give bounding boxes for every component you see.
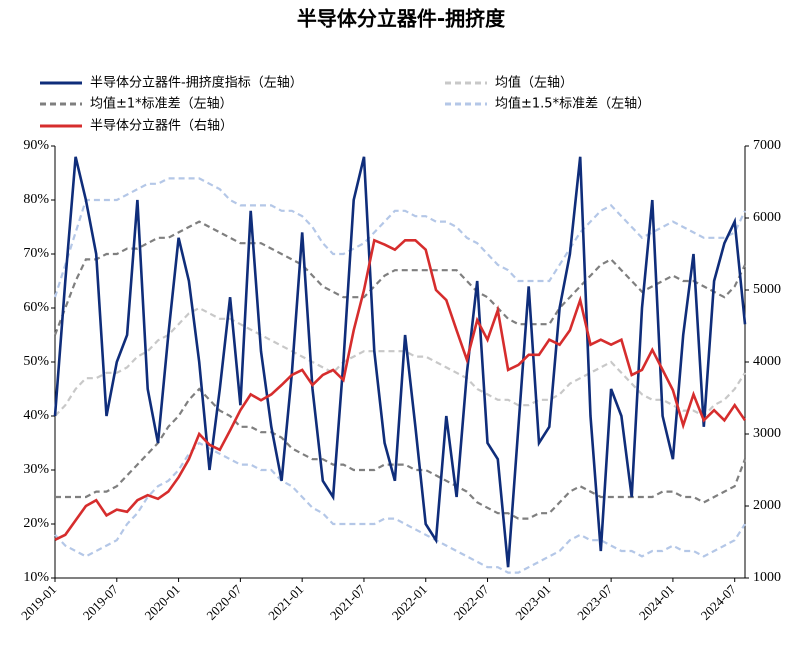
legend-label: 均值±1*标准差（左轴）: [90, 96, 233, 112]
series-line: [53, 177, 746, 298]
y-tick-label: 80%: [23, 192, 49, 207]
series-line: [53, 220, 746, 336]
x-tick-label: 2021-07: [327, 581, 369, 623]
series-line: [54, 441, 746, 574]
y2-tick-label: 6000: [753, 210, 781, 225]
legend-label: 半导体分立器件（右轴）: [90, 119, 233, 134]
x-tick-label: 2023-01: [512, 582, 553, 623]
y-tick-label: 20%: [23, 516, 49, 531]
x-tick-label: 2022-07: [451, 581, 493, 623]
y2-tick-label: 5000: [753, 282, 781, 297]
y-tick-label: 60%: [23, 300, 49, 315]
y-tick-label: 40%: [23, 408, 49, 423]
y-tick-label: 10%: [23, 570, 49, 585]
y-tick-label: 30%: [23, 462, 49, 477]
x-tick-label: 2019-07: [80, 581, 122, 623]
legend-label: 均值±1.5*标准差（左轴）: [495, 96, 650, 112]
y2-tick-label: 7000: [753, 138, 781, 153]
series-line: [54, 306, 746, 418]
x-tick-label: 2020-01: [142, 582, 183, 623]
y2-tick-label: 4000: [753, 354, 781, 369]
y2-tick-label: 2000: [753, 498, 781, 513]
series-line: [53, 156, 747, 568]
x-tick-label: 2020-07: [203, 581, 245, 623]
x-tick-label: 2019-01: [18, 582, 59, 623]
x-tick-label: 2022-01: [389, 582, 430, 623]
x-tick-label: 2021-01: [265, 582, 306, 623]
y2-tick-label: 1000: [753, 570, 781, 585]
series-line: [54, 238, 747, 541]
chart-title: 半导体分立器件-拥挤度: [297, 7, 506, 31]
legend-label: 半导体分立器件-拥挤度指标（左轴）: [90, 75, 303, 91]
y-tick-label: 50%: [23, 354, 49, 369]
y-tick-label: 70%: [23, 246, 49, 261]
y-tick-label: 90%: [23, 138, 49, 153]
series-line: [55, 387, 747, 520]
y2-tick-label: 3000: [753, 426, 781, 441]
x-tick-label: 2024-01: [636, 582, 677, 623]
x-tick-label: 2023-07: [574, 581, 616, 623]
x-tick-label: 2024-07: [698, 581, 740, 623]
legend-label: 均值（左轴）: [495, 75, 573, 91]
